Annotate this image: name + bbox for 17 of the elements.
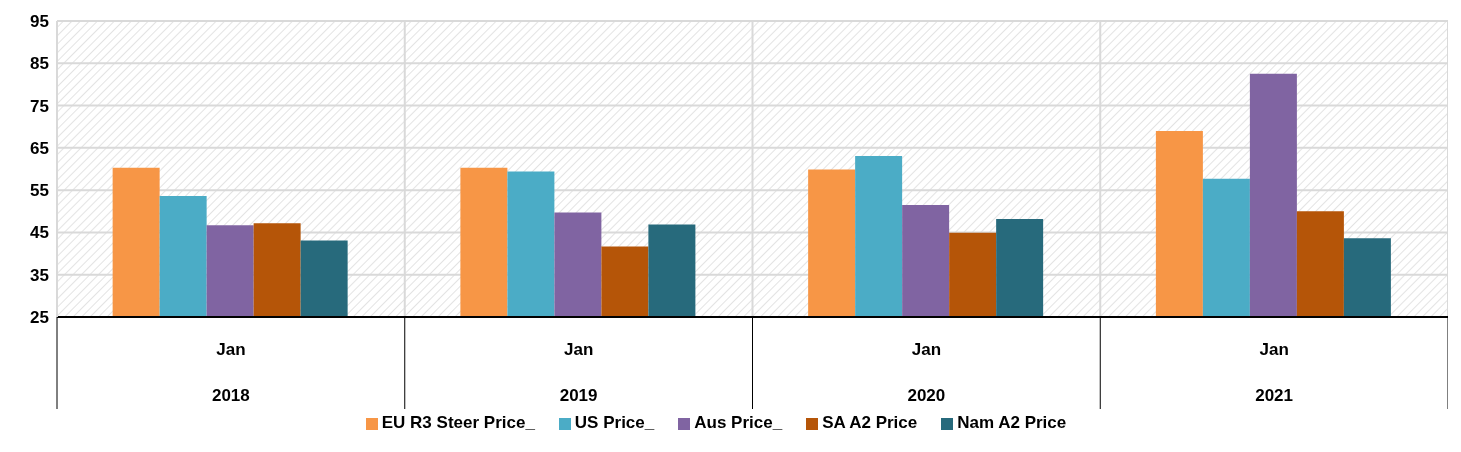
y-tick-label: 85 [30, 54, 49, 74]
category-label: Jan 2019 [559, 340, 598, 405]
legend-label: Aus Price_ [694, 413, 783, 432]
y-tick-label: 35 [30, 265, 49, 285]
y-tick-label: 95 [30, 12, 49, 32]
category-label: Jan 2021 [1255, 340, 1294, 405]
y-tick-label: 45 [30, 223, 49, 243]
y-tick-label: 25 [30, 308, 49, 328]
y-tick-label: 55 [30, 181, 49, 201]
y-tick-label: 65 [30, 138, 49, 158]
category-label: Jan 2018 [211, 340, 250, 405]
legend-label: EU R3 Steer Price_ [381, 413, 535, 432]
category-label: Jan 2020 [907, 340, 946, 405]
legend-label: Nam A2 Price [957, 413, 1067, 432]
legend-label: SA A2 Price [822, 413, 918, 432]
y-tick-label: 75 [30, 96, 49, 116]
legend-label: US Price_ [574, 413, 655, 432]
